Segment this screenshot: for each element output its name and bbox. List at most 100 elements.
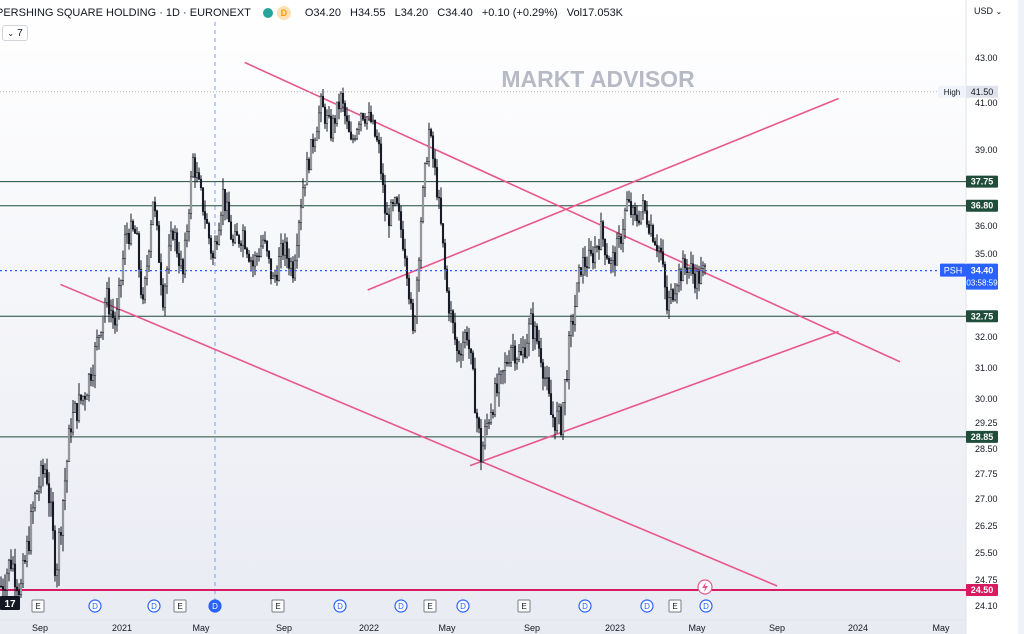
candle-body (371, 119, 375, 123)
dividend-marker[interactable] (208, 599, 222, 613)
candle-body (531, 313, 535, 340)
high-value-badge (966, 85, 998, 98)
candle-body (425, 161, 429, 164)
dividend-marker-label: D (582, 602, 588, 611)
candle-body (159, 262, 163, 286)
candle-body (77, 394, 81, 421)
candle-body (281, 243, 285, 256)
candle-body (205, 219, 209, 224)
candle-body (523, 347, 527, 358)
earnings-marker[interactable] (173, 599, 187, 613)
level-badge (966, 584, 998, 596)
dividend-marker[interactable] (640, 599, 654, 613)
candle-body (373, 119, 377, 137)
candle-body (517, 350, 521, 360)
candle-body (571, 321, 575, 325)
candle-body (475, 412, 479, 419)
candle-body (399, 211, 403, 230)
candle-body (311, 139, 315, 148)
candle-body (123, 234, 127, 259)
level-badge (966, 430, 998, 443)
currency-selector[interactable]: USD ⌄ (974, 6, 1002, 16)
chevron-down-icon: ⌄ (7, 28, 15, 38)
candle-body (659, 247, 663, 252)
candle-body (277, 256, 281, 281)
dividend-marker[interactable] (699, 599, 713, 613)
candle-body (335, 101, 339, 124)
candle-body (365, 116, 369, 124)
trendline[interactable] (60, 283, 778, 587)
candle-body (529, 313, 533, 325)
candles (0, 87, 707, 605)
candle-body (561, 402, 565, 435)
candle-body (643, 200, 647, 211)
candle-body (117, 285, 121, 310)
candle-body (131, 220, 135, 230)
earnings-marker[interactable] (517, 599, 531, 613)
lightning-icon[interactable] (697, 579, 713, 595)
dividend-marker[interactable] (147, 599, 161, 613)
candle-body (135, 233, 139, 235)
candle-body (633, 206, 637, 216)
candle-body (559, 406, 563, 435)
horizontal-levels (0, 181, 966, 591)
time-tick-label: May (688, 623, 706, 633)
time-tick-label: Sep (769, 623, 785, 633)
candle-body (7, 559, 11, 574)
dividend-marker[interactable] (88, 599, 102, 613)
trendline[interactable] (244, 61, 901, 363)
tradingview-logo-icon[interactable]: 17 (0, 596, 20, 610)
candle-body (469, 348, 473, 354)
candle-body (321, 95, 325, 108)
earnings-marker[interactable] (668, 599, 682, 613)
last-price-value: 34.40 (971, 266, 994, 276)
candle-body (589, 249, 593, 254)
candle-body (51, 501, 55, 531)
candle-body (223, 188, 227, 212)
right-toolbar-edge (1018, 0, 1024, 634)
candle-body (507, 362, 511, 364)
candle-body (369, 112, 373, 123)
candle-body (581, 256, 585, 276)
candle-body (275, 274, 279, 281)
candle-body (227, 201, 231, 223)
market-open-icon (262, 8, 273, 18)
candle-body (687, 267, 691, 274)
candle-body (209, 237, 213, 254)
level-badge-label: 36.80 (971, 201, 994, 211)
candle-body (639, 211, 643, 224)
candle-body (323, 106, 327, 124)
price-tick-label: 28.50 (975, 444, 998, 454)
earnings-marker[interactable] (423, 599, 437, 613)
trendline[interactable] (469, 330, 839, 467)
candle-body (431, 135, 435, 159)
earnings-marker[interactable] (271, 599, 285, 613)
candle-body (93, 346, 97, 376)
symbol-title[interactable]: PERSHING SQUARE HOLDING · 1D · EURONEXT (0, 7, 251, 19)
candle-body (347, 120, 351, 133)
candle-body (185, 231, 189, 241)
dividend-marker[interactable] (394, 599, 408, 613)
candle-body (363, 118, 367, 124)
dividend-marker-label: D (460, 602, 466, 611)
candle-body (675, 285, 679, 295)
candle-body (73, 403, 77, 413)
candle-body (437, 196, 441, 199)
candle-body (451, 310, 455, 324)
candle-body (393, 197, 397, 205)
candle-body (225, 201, 229, 212)
dividend-marker[interactable] (456, 599, 470, 613)
time-tick-label: Sep (32, 623, 48, 633)
dividend-marker[interactable] (578, 599, 592, 613)
candle-body (261, 239, 265, 247)
candle-body (413, 316, 417, 331)
delayed-data-badge[interactable]: D (276, 6, 291, 20)
candle-body (657, 247, 661, 251)
indicators-collapse-button[interactable]: ⌄ 7 (2, 25, 28, 41)
candle-body (285, 241, 289, 259)
earnings-marker[interactable] (31, 599, 45, 613)
candle-body (597, 245, 601, 250)
dividend-marker[interactable] (333, 599, 347, 613)
trendline[interactable] (367, 97, 839, 291)
